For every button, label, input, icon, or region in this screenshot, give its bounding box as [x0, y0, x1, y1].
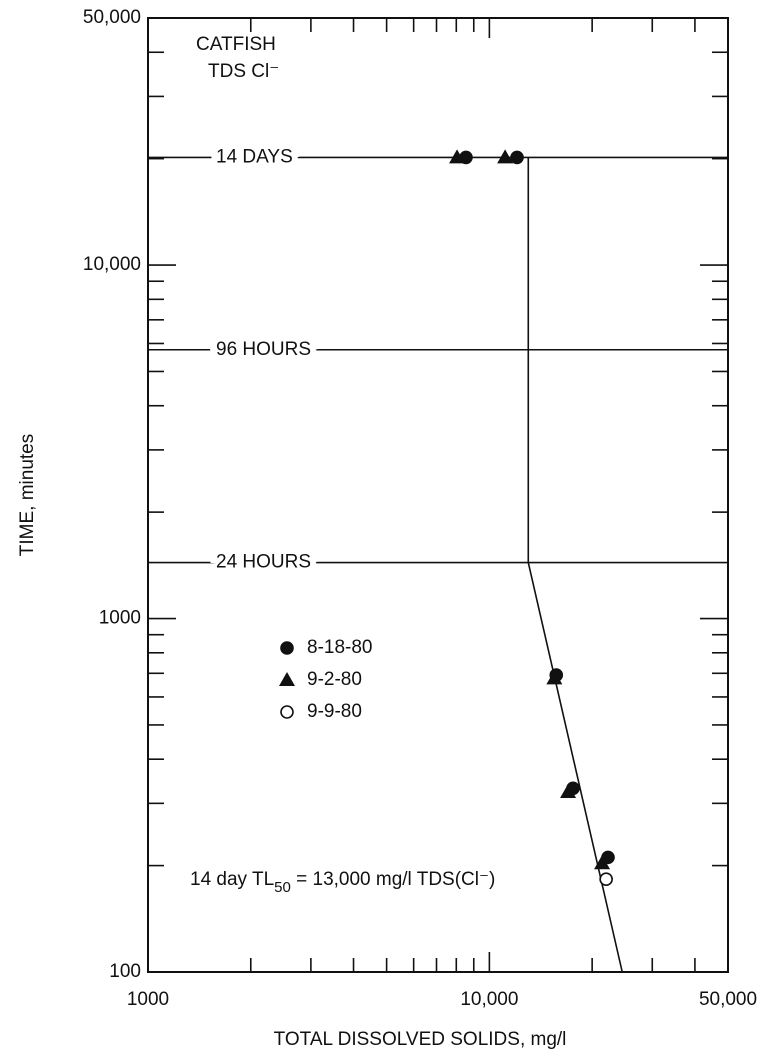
y-tick-label: 10,000	[83, 254, 141, 275]
reference-label: 96 HOURS	[216, 339, 311, 360]
data-point	[497, 149, 514, 164]
reference-label: 24 HOURS	[216, 552, 311, 573]
y-axis-label: TIME, minutes	[17, 434, 38, 556]
data-point	[449, 149, 466, 164]
title-line: CATFISH	[196, 34, 276, 55]
x-tick-label: 50,000	[699, 989, 757, 1010]
x-tick-label: 10,000	[460, 989, 518, 1010]
legend-marker	[280, 705, 294, 719]
fit-line	[527, 157, 624, 973]
data-point	[560, 784, 577, 799]
annotation-part: 50	[274, 879, 291, 896]
y-tick-label: 100	[109, 961, 141, 982]
y-tick-label: 50,000	[83, 7, 141, 28]
x-tick-label: 1000	[127, 989, 169, 1010]
legend-label: 8-18-80	[307, 637, 373, 658]
annotation: 14 day TL50 = 13,000 mg/l TDS(Cl⁻)	[190, 869, 495, 896]
annotation-part: 14 day TL	[190, 869, 274, 890]
plot-frame	[147, 17, 729, 973]
data-point	[594, 855, 611, 870]
y-tick-label: 1000	[99, 608, 141, 629]
title-line: TDS Cl⁻	[208, 61, 279, 82]
legend-marker	[280, 641, 294, 655]
legend-label: 9-2-80	[307, 669, 362, 690]
legend-marker	[279, 672, 295, 686]
reference-label: 14 DAYS	[216, 146, 293, 167]
data-point	[546, 670, 563, 685]
legend-label: 9-9-80	[307, 701, 362, 722]
data-point	[599, 872, 613, 887]
annotation-part: = 13,000 mg/l TDS(Cl⁻)	[291, 869, 496, 890]
x-axis-label: TOTAL DISSOLVED SOLIDS, mg/l	[274, 1029, 567, 1050]
data-point	[510, 150, 524, 165]
